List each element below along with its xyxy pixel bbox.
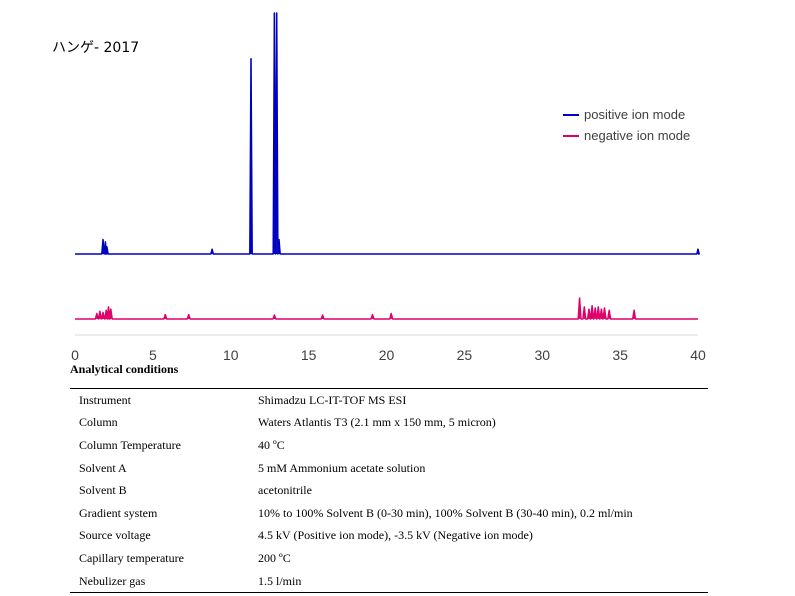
parameter-cell: Gradient system <box>79 505 158 520</box>
legend: positive ion mode negative ion mode <box>563 107 690 143</box>
x-axis-ticks: 0 5 10 15 20 25 30 35 40 <box>71 347 706 363</box>
parameter-cell: Column Temperature <box>79 437 181 452</box>
value-cell: Waters Atlantis T3 (2.1 mm x 150 mm, 5 m… <box>258 415 496 430</box>
table-row: Nebulizer gas 1.5 l/min <box>70 570 708 593</box>
x-tick-label: 15 <box>301 347 317 363</box>
x-tick-label: 35 <box>612 347 628 363</box>
table-row: Column Waters Atlantis T3 (2.1 mm x 150 m… <box>70 412 708 435</box>
parameter-cell: Column <box>79 415 118 430</box>
x-tick-label: 0 <box>71 347 79 363</box>
conditions-table: Instrument Shimadzu LC-IT-TOF MS ESI Colum… <box>70 388 708 594</box>
value-cell: 5 mM Ammonium acetate solution <box>258 460 426 475</box>
parameter-cell: Source voltage <box>79 528 151 543</box>
table-row: Capillary temperature 200 ºC <box>70 547 708 570</box>
value-cell: 4.5 kV (Positive ion mode), -3.5 kV (Neg… <box>258 528 533 543</box>
table-row: Instrument Shimadzu LC-IT-TOF MS ESI <box>70 389 708 412</box>
chromatogram-chart: ハンゲ- 2017 0 5 10 15 20 25 30 35 40 positive ion … <box>52 12 706 363</box>
value-cell: 1.5 l/min <box>258 573 302 588</box>
parameter-cell: Nebulizer gas <box>79 573 146 588</box>
conditions-heading: Analytical conditions <box>70 362 179 376</box>
legend-label-positive: positive ion mode <box>584 107 685 122</box>
x-tick-label: 25 <box>457 347 473 363</box>
chart-title: ハンゲ- 2017 <box>52 40 139 56</box>
value-cell: acetonitrile <box>258 483 312 498</box>
x-tick-label: 20 <box>379 347 395 363</box>
parameter-cell: Capillary temperature <box>79 550 184 565</box>
table-row: Gradient system 10% to 100% Solvent B (0-… <box>70 502 708 525</box>
legend-label-negative: negative ion mode <box>584 128 690 143</box>
value-cell: Shimadzu LC-IT-TOF MS ESI <box>258 392 407 407</box>
parameter-cell: Instrument <box>79 392 131 407</box>
x-tick-label: 30 <box>534 347 550 363</box>
value-cell: 10% to 100% Solvent B (0-30 min), 100% S… <box>258 505 633 520</box>
value-cell: 200 ºC <box>258 550 291 565</box>
parameter-cell: Solvent B <box>79 483 127 498</box>
table-row: Source voltage 4.5 kV (Positive ion mode)… <box>70 525 708 548</box>
table-row: Column Temperature 40 ºC <box>70 434 708 457</box>
table-row: Solvent A 5 mM Ammonium acetate solution <box>70 457 708 480</box>
x-tick-label: 10 <box>223 347 239 363</box>
table-row: Solvent B acetonitrile <box>70 479 708 502</box>
value-cell: 40 ºC <box>258 437 285 452</box>
x-tick-label: 40 <box>690 347 706 363</box>
chart-traces <box>75 12 700 320</box>
x-tick-label: 5 <box>149 347 157 363</box>
parameter-cell: Solvent A <box>79 460 127 475</box>
